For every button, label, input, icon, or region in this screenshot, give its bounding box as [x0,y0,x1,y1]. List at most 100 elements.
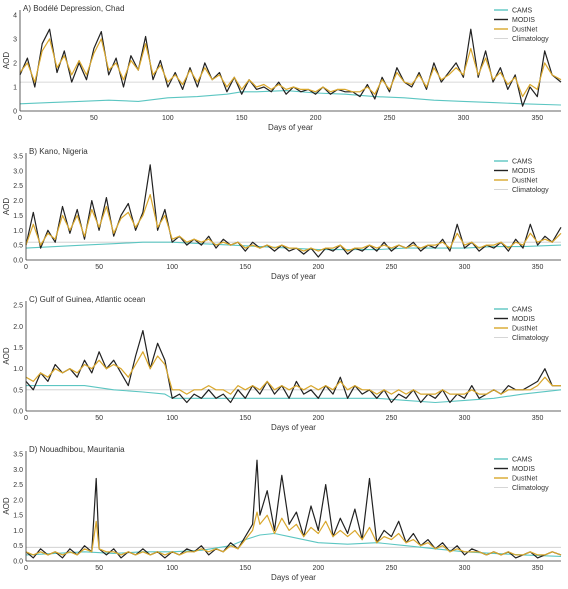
y-tick-label: 1 [13,84,17,91]
x-tick-label: 150 [239,264,251,271]
legend: CAMS MODIS DustNet Climatology [494,8,549,43]
x-tick-label: 0 [18,115,22,122]
legend-label-modis: MODIS [512,316,535,323]
panel-title: C) Gulf of Guinea, Atlantic ocean [29,295,146,304]
legend-label-climatology: Climatology [512,187,549,194]
series-line-dustnet [25,511,562,556]
x-tick-label: 350 [532,565,544,572]
x-tick-label: 50 [95,565,103,572]
y-tick-label: 0.0 [13,409,23,416]
x-tick-label: 200 [310,115,322,122]
series-line-modis [25,330,561,404]
series-line-modis [25,459,562,559]
y-tick-label: 0.5 [13,387,23,394]
legend-label-cams: CAMS [512,8,533,15]
x-tick-label: 150 [239,415,251,422]
x-tick-label: 100 [166,565,178,572]
y-tick-label: 1.0 [13,366,23,373]
x-tick-label: 300 [458,115,470,122]
chart-panel-c: 0.0 0.5 1.0 1.5 2.0 2.5 0 50 100 150 200 250 300 350 C… [2,295,562,432]
x-tick-label: 100 [162,115,174,122]
legend-label-modis: MODIS [512,17,535,24]
chart-panel-d: 0.0 0.5 1.0 1.5 2.0 2.5 3.0 3.5 0 50 100 150 200 250 3… [2,445,562,582]
y-tick-label: 2 [13,60,17,67]
y-tick-label: 0 [13,109,17,116]
legend-label-cams: CAMS [512,457,533,464]
legend-label-dustnet: DustNet [512,476,537,483]
y-tick-label: 2.5 [13,303,23,310]
y-tick-label: 3.5 [13,153,23,160]
x-tick-label: 200 [313,264,325,271]
series-line-cams [19,90,562,106]
y-tick-label: 1.5 [13,513,23,520]
y-tick-label: 4 [13,12,17,19]
x-tick-label: 0 [24,565,28,572]
legend-label-dustnet: DustNet [512,27,537,34]
y-tick-label: 0.5 [13,543,23,550]
x-tick-label: 0 [24,415,28,422]
x-tick-label: 150 [239,565,251,572]
y-tick-label: 3.0 [13,168,23,175]
panel-title: A) Bodélé Depression, Chad [23,4,124,13]
y-axis-label: AOD [2,198,11,216]
y-tick-label: 3 [13,36,17,43]
y-tick-label: 1.0 [13,528,23,535]
legend-label-modis: MODIS [512,168,535,175]
legend-label-climatology: Climatology [512,36,549,43]
y-tick-label: 2.0 [13,324,23,331]
y-tick-label: 2.0 [13,497,23,504]
x-tick-label: 50 [95,264,103,271]
series-line-modis [25,164,562,258]
legend-label-cams: CAMS [512,159,533,166]
x-tick-label: 300 [459,415,471,422]
x-tick-label: 200 [313,565,325,572]
chart-panel-b: 0.0 0.5 1.0 1.5 2.0 2.5 3.0 3.5 0 50 100 150 200 250 3… [2,147,562,281]
x-axis-label: Days of year [268,123,313,132]
x-tick-label: 300 [459,264,471,271]
legend-label-modis: MODIS [512,466,535,473]
x-tick-label: 150 [236,115,248,122]
legend-label-cams: CAMS [512,307,533,314]
y-tick-label: 2.5 [13,482,23,489]
x-axis-label: Days of year [271,423,316,432]
legend: CAMS MODIS DustNet Climatology [494,457,549,492]
legend-label-climatology: Climatology [512,485,549,492]
x-axis-label: Days of year [271,573,316,582]
y-axis-label: AOD [2,347,11,365]
series-line-dustnet [25,351,561,395]
x-tick-label: 50 [90,115,98,122]
x-tick-label: 50 [95,415,103,422]
series-line-cams [26,385,562,404]
x-tick-label: 200 [313,415,325,422]
x-tick-label: 350 [532,415,544,422]
panel-title: B) Kano, Nigeria [29,147,88,156]
x-axis-label: Days of year [271,272,316,281]
y-tick-label: 2.5 [13,183,23,190]
x-tick-label: 250 [386,415,398,422]
series-line-modis [19,28,562,107]
y-tick-label: 2.0 [13,198,23,205]
y-tick-label: 1.5 [13,345,23,352]
legend-label-climatology: Climatology [512,335,549,342]
legend-label-dustnet: DustNet [512,178,537,185]
x-tick-label: 350 [532,264,544,271]
panel-title: D) Nouadhibou, Mauritania [29,445,125,454]
y-axis-label: AOD [2,497,11,515]
legend: CAMS MODIS DustNet Climatology [494,307,549,342]
y-tick-label: 0.0 [13,559,23,566]
y-axis-label: AOD [2,52,11,70]
y-tick-label: 3.0 [13,467,23,474]
x-tick-label: 350 [532,115,544,122]
x-tick-label: 250 [384,115,396,122]
x-tick-label: 100 [166,264,178,271]
x-tick-label: 250 [386,565,398,572]
y-tick-label: 0.0 [13,258,23,265]
series-line-dustnet [25,194,562,252]
y-tick-label: 3.5 [13,452,23,459]
y-tick-label: 1.5 [13,213,23,220]
y-tick-label: 0.5 [13,243,23,250]
x-tick-label: 0 [24,264,28,271]
y-tick-label: 1.0 [13,228,23,235]
chart-panel-a: 0 1 2 3 4 0 50 100 150 200 250 300 350 A) Bodélé Depr… [2,4,562,132]
